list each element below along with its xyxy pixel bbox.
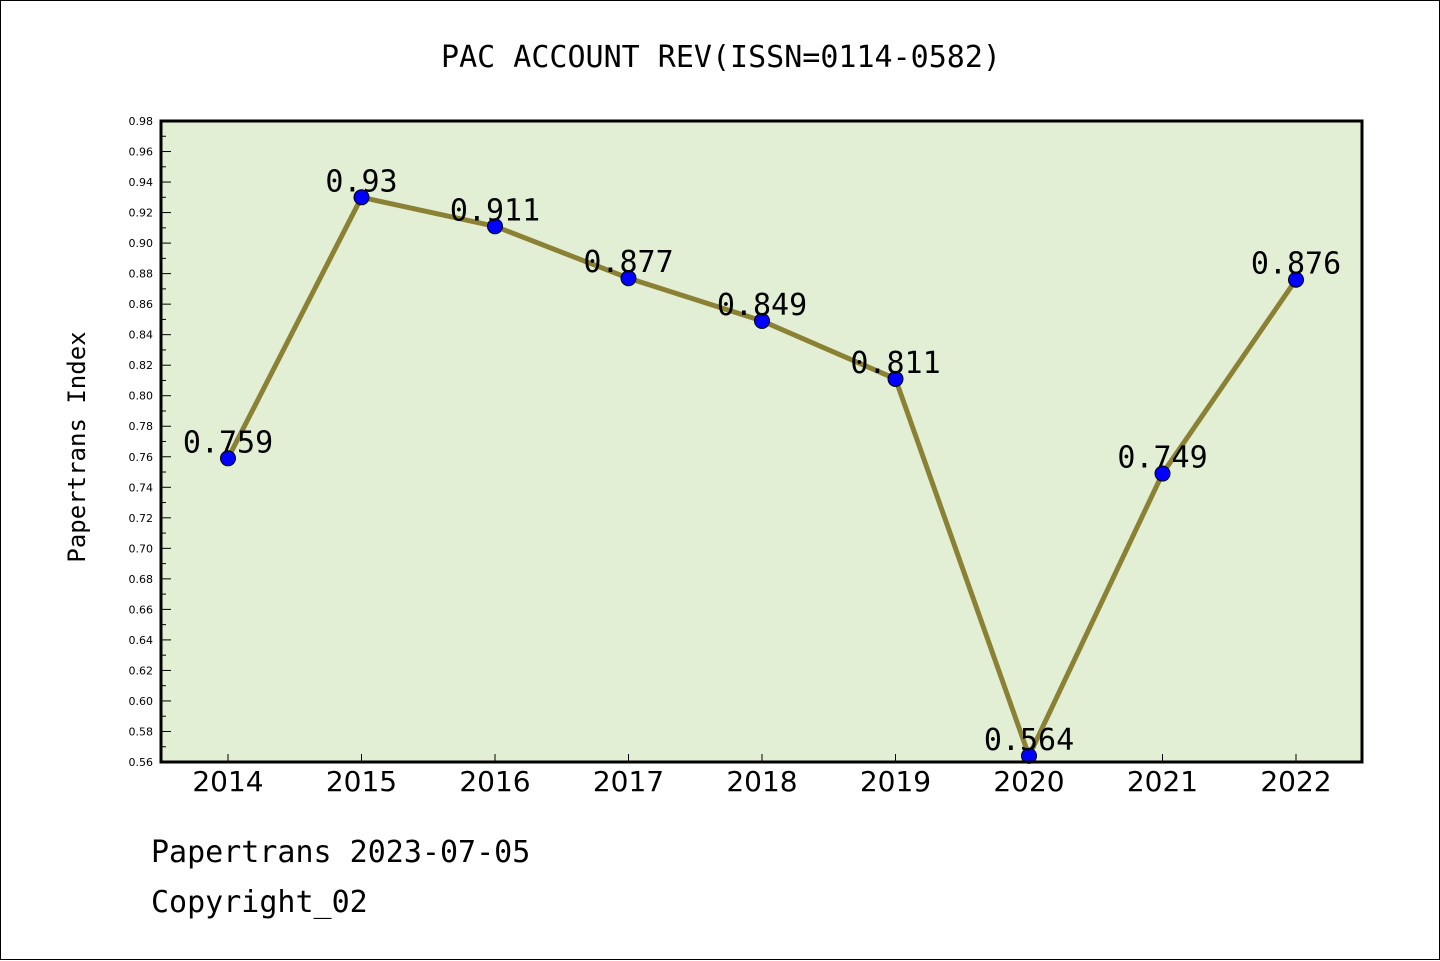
y-tick-label: 0.92 [129, 207, 154, 220]
y-tick-label: 0.76 [129, 451, 154, 464]
plot-border [159, 119, 1364, 764]
plot-area [161, 121, 1362, 762]
x-tick-label: 2021 [1127, 765, 1198, 798]
data-point [754, 312, 770, 329]
y-tick-label: 0.58 [129, 725, 154, 738]
data-label: 0.811 [850, 346, 940, 381]
footer-copyright: Copyright_02 [151, 885, 368, 920]
series-layer [220, 189, 1304, 764]
x-tick-label: 2014 [192, 765, 263, 798]
x-tick-label: 2016 [459, 765, 530, 798]
y-axis-label: Papertrans Index [63, 331, 91, 562]
y-tick-label: 0.56 [129, 756, 154, 769]
y-tick-label: 0.86 [129, 298, 154, 311]
data-label: 0.849 [717, 288, 807, 323]
y-tick-label: 0.94 [129, 176, 154, 189]
data-point [353, 189, 370, 206]
y-tick-label: 0.72 [129, 512, 154, 525]
data-point [1288, 271, 1304, 288]
data-point [887, 370, 904, 387]
y-tick-label: 0.90 [129, 237, 154, 250]
footer-date: Papertrans 2023-07-05 [151, 835, 531, 870]
y-tick-label: 0.84 [129, 329, 154, 342]
y-tick-label: 0.66 [129, 603, 154, 616]
data-label: 0.93 [325, 164, 397, 199]
y-tick-label: 0.62 [129, 664, 154, 677]
data-label: 0.564 [984, 723, 1074, 758]
y-tick-label: 0.68 [129, 573, 154, 586]
y-tick-label: 0.82 [129, 359, 154, 372]
y-tick-label: 0.88 [129, 268, 154, 281]
y-tick-label: 0.70 [129, 542, 154, 555]
y-tick-label: 0.64 [129, 634, 154, 647]
x-tick-label: 2018 [726, 765, 797, 798]
chart-title: PAC ACCOUNT REV(ISSN=0114-0582) [441, 40, 1001, 75]
x-tick-label: 2020 [993, 765, 1064, 798]
data-labels: 0.759 0.93 0.911 0.877 0.849 0.811 0.564 0.749 0… [183, 164, 1341, 758]
y-tick-label: 0.98 [129, 115, 154, 128]
data-label: 0.877 [583, 245, 673, 280]
data-point [220, 450, 236, 467]
y-tick-label: 0.78 [129, 420, 154, 433]
y-tick-label: 0.96 [129, 146, 154, 159]
y-tick-label: 0.74 [129, 481, 154, 494]
data-label: 0.749 [1117, 441, 1207, 476]
axis-ticks: 0.56 0.58 0.60 0.62 0.64 0.66 0.68 0.70 0.72 0.74… [129, 115, 1332, 798]
data-point [1154, 465, 1171, 482]
data-label: 0.876 [1251, 247, 1341, 282]
x-tick-label: 2017 [593, 765, 664, 798]
x-tick-label: 2015 [326, 765, 397, 798]
data-point [487, 218, 503, 235]
data-label: 0.759 [183, 425, 273, 460]
y-tick-label: 0.60 [129, 695, 154, 708]
x-tick-label: 2022 [1260, 765, 1331, 798]
x-tick-label: 2019 [860, 765, 931, 798]
data-point [620, 270, 637, 287]
data-label: 0.911 [450, 193, 540, 228]
y-tick-label: 0.80 [129, 390, 154, 403]
